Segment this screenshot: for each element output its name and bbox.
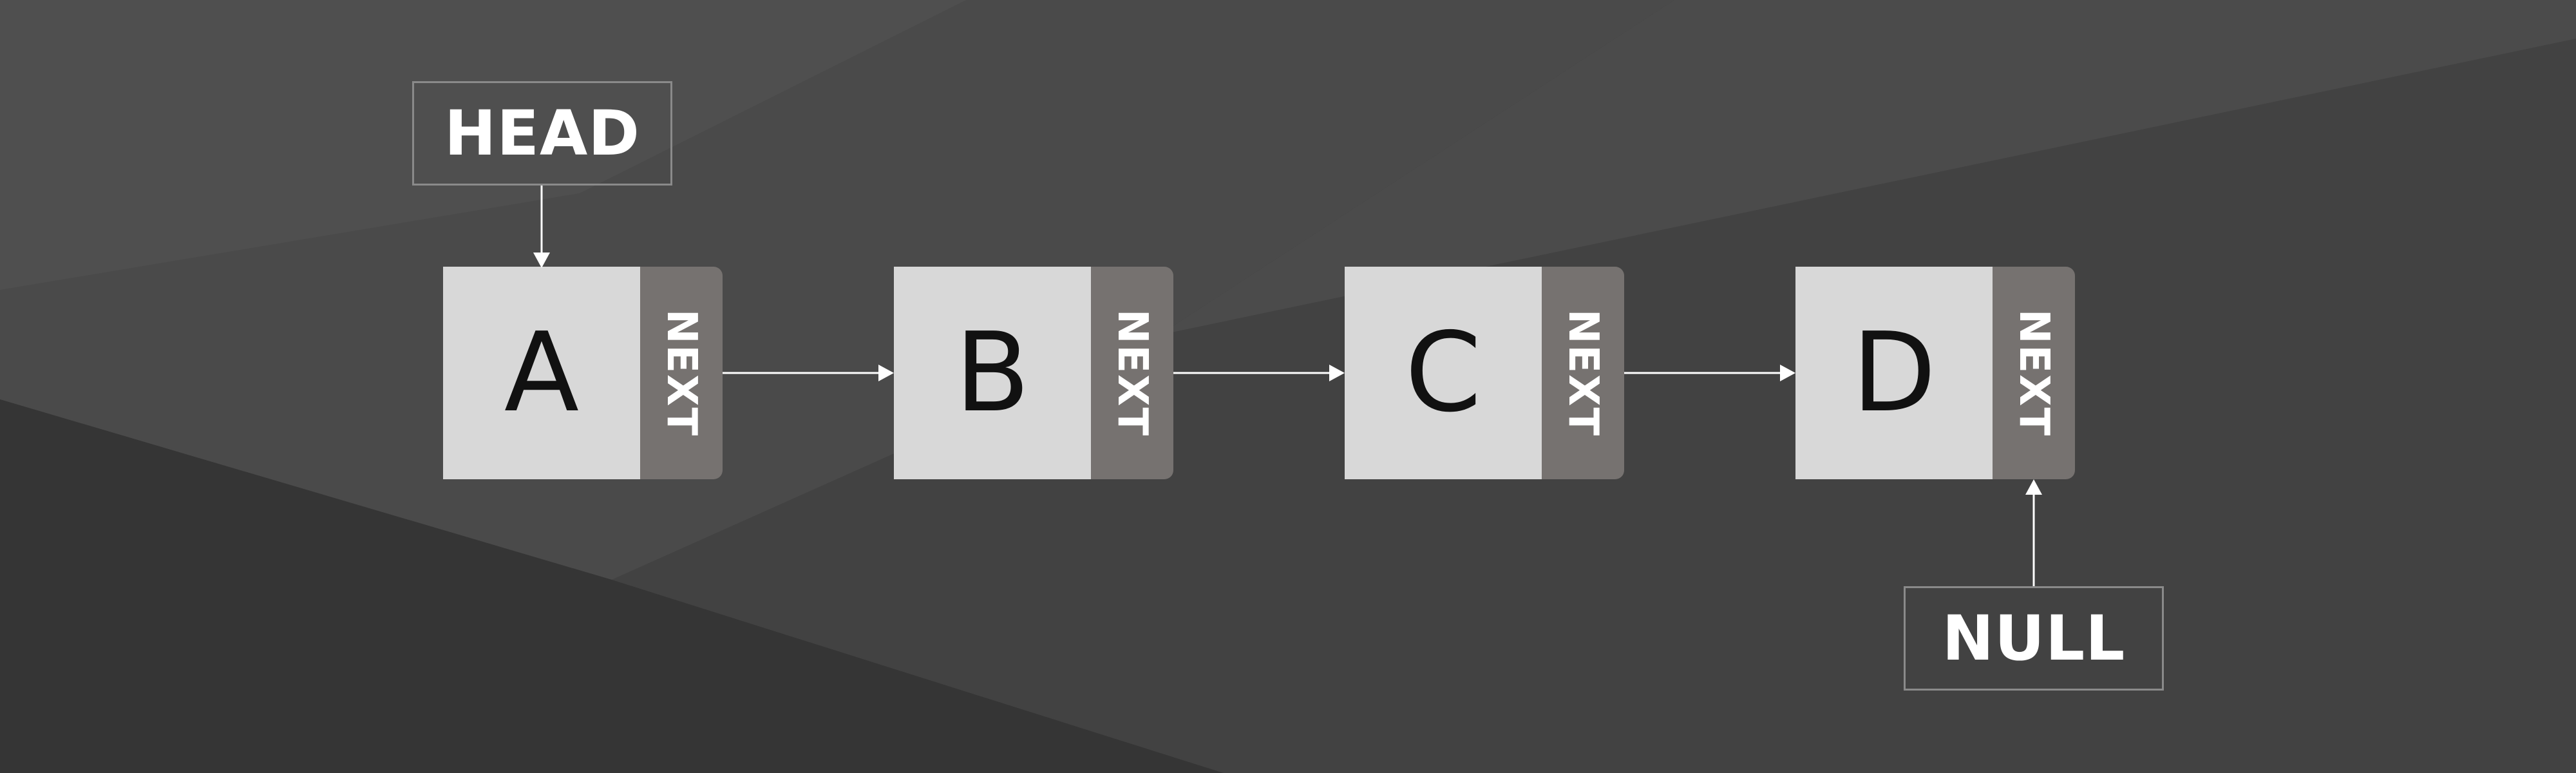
node-value: D [1795, 267, 1993, 479]
null-label: NULL [1904, 586, 2164, 691]
head-label: HEAD [412, 81, 672, 186]
node-next-label: NEXT [658, 309, 705, 437]
node-next-label: NEXT [1559, 309, 1607, 437]
node-value: B [894, 267, 1091, 479]
list-node-c: C NEXT [1345, 267, 1624, 479]
list-node-d: D NEXT [1795, 267, 2075, 479]
node-value: A [443, 267, 640, 479]
node-next-pointer: NEXT [640, 267, 723, 479]
node-next-pointer: NEXT [1542, 267, 1624, 479]
node-next-label: NEXT [2010, 309, 2058, 437]
node-next-label: NEXT [1108, 309, 1156, 437]
node-next-pointer: NEXT [1091, 267, 1173, 479]
list-node-b: B NEXT [894, 267, 1173, 479]
node-value: C [1345, 267, 1542, 479]
head-label-text: HEAD [444, 97, 640, 169]
list-node-a: A NEXT [443, 267, 723, 479]
null-label-text: NULL [1942, 602, 2126, 674]
node-next-pointer: NEXT [1993, 267, 2075, 479]
